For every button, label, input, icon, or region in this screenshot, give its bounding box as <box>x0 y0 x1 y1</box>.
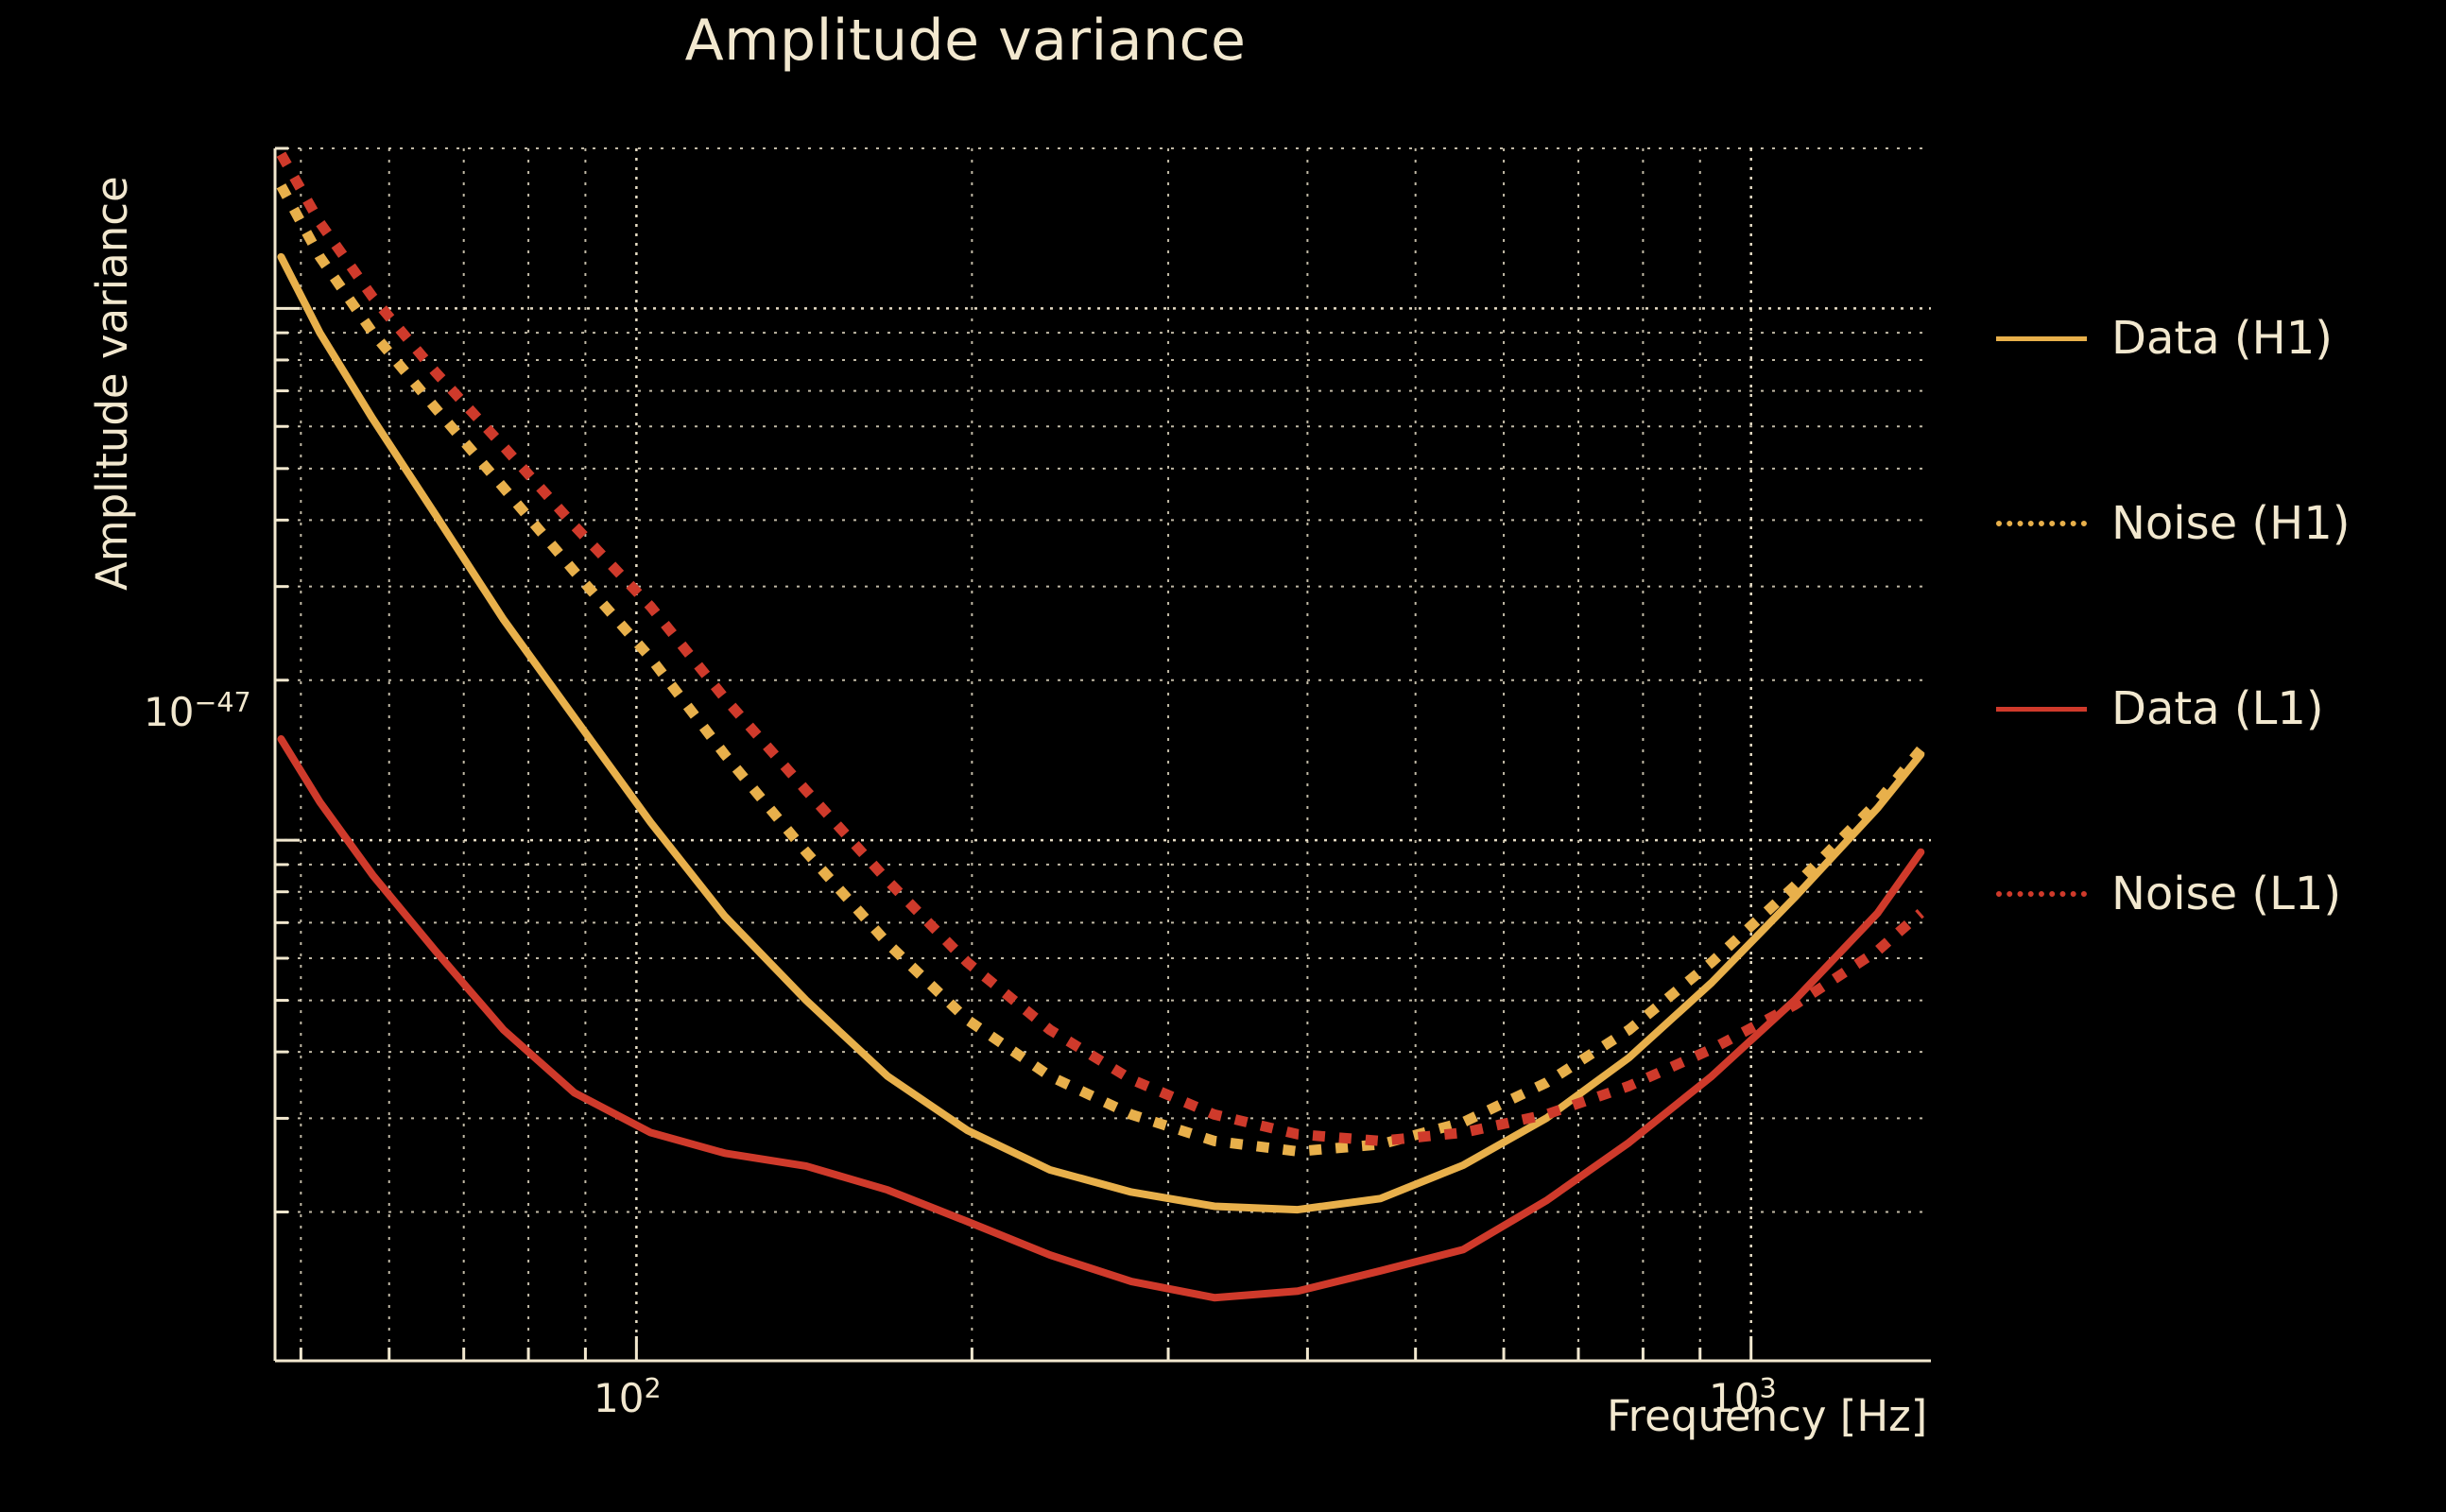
x-axis-label: Frequency [Hz] <box>1607 1391 1928 1441</box>
legend-swatch-data-h1 <box>1996 335 2087 341</box>
legend-label-noise-h1: Noise (H1) <box>2111 497 2351 550</box>
plot-area <box>273 146 1931 1363</box>
legend-item-data-l1[interactable]: Data (L1) <box>1996 616 2412 801</box>
series-line-noise-l1 <box>276 151 1924 1146</box>
chart-title: Amplitude variance <box>684 8 1247 74</box>
series-line-noise-h1 <box>276 183 1925 1157</box>
legend-swatch-data-l1 <box>1996 706 2087 712</box>
legend-item-noise-l1[interactable]: Noise (L1) <box>1996 801 2412 987</box>
legend-item-noise-h1[interactable]: Noise (H1) <box>1996 431 2412 616</box>
y-tick-label: 10−47 <box>144 686 251 735</box>
plot-svg <box>273 146 1931 1363</box>
legend-label-data-l1: Data (L1) <box>2111 682 2324 735</box>
chart-legend: Data (H1) Noise (H1) Data (L1) Noise (L1… <box>1996 246 2412 987</box>
legend-label-data-h1: Data (H1) <box>2111 312 2333 365</box>
legend-swatch-noise-l1 <box>1996 891 2087 897</box>
legend-item-data-h1[interactable]: Data (H1) <box>1996 246 2412 431</box>
series-line-data-l1 <box>277 735 1925 1302</box>
x-tick-label: 102 <box>594 1372 662 1421</box>
y-axis-label: Amplitude variance <box>87 176 137 591</box>
series-line-data-h1 <box>277 252 1925 1214</box>
x-tick-label: 103 <box>1709 1372 1777 1421</box>
legend-label-noise-l1: Noise (L1) <box>2111 868 2342 920</box>
legend-swatch-noise-h1 <box>1996 521 2087 526</box>
